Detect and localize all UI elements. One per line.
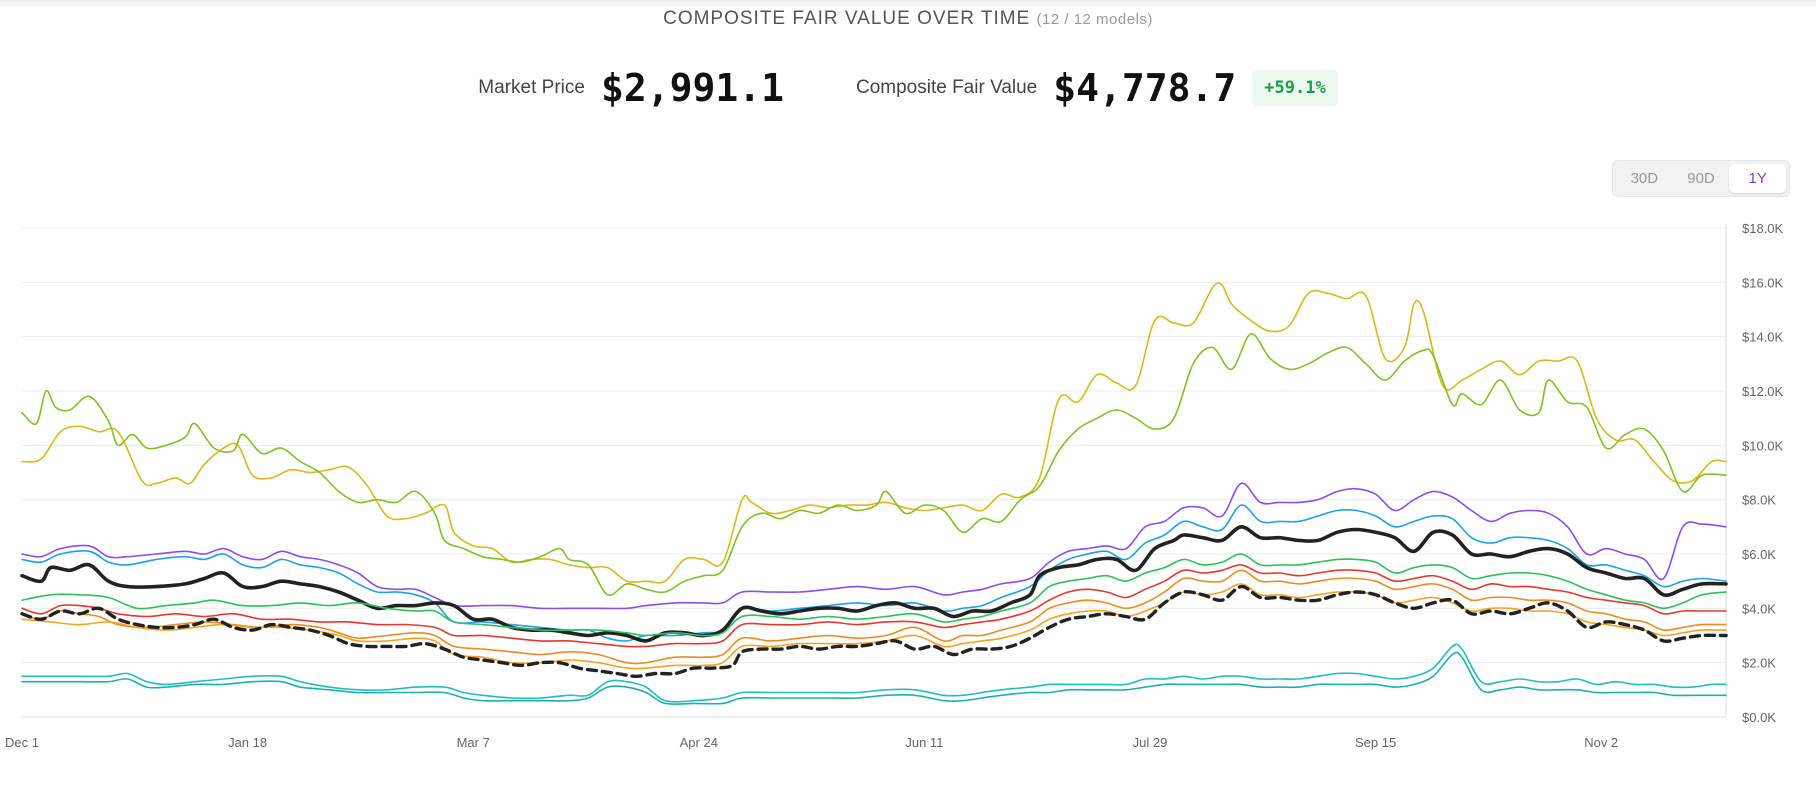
y-tick-label: $6.0K — [1742, 547, 1776, 562]
composite-fair-value-value: $4,778.7 — [1053, 66, 1237, 110]
series-line-model-lime — [21, 333, 1727, 597]
x-tick-label: Jan 18 — [228, 735, 267, 750]
y-tick-label: $0.0K — [1742, 710, 1776, 725]
range-1y-button[interactable]: 1Y — [1729, 164, 1787, 193]
x-tick-label: Apr 24 — [680, 735, 718, 750]
series-line-model-purple — [21, 482, 1727, 610]
series-line-model-orange — [21, 569, 1727, 665]
series-line-model-green — [21, 553, 1727, 637]
x-tick-label: Dec 1 — [5, 735, 39, 750]
x-tick-label: Jun 11 — [905, 735, 943, 750]
price-summary: Market Price $2,991.1 Composite Fair Val… — [0, 66, 1816, 110]
y-tick-label: $18.0K — [1742, 221, 1784, 236]
series-line-composite-fair-value — [20, 525, 1728, 643]
x-tick-label: Mar 7 — [457, 735, 490, 750]
change-badge: +59.1% — [1252, 70, 1338, 106]
y-axis: $0.0K $2.0K $4.0K $6.0K $8.0K $10.0K $12.0K $14… — [1742, 221, 1784, 725]
series-lines — [20, 282, 1728, 705]
series-line-model-amber — [21, 583, 1727, 670]
series-line-model-yellow — [21, 282, 1727, 584]
series-line-model-teal — [21, 651, 1727, 705]
series-line-market-price — [20, 584, 1728, 678]
x-tick-label: Jul 29 — [1133, 735, 1168, 750]
market-price-label: Market Price — [478, 77, 585, 98]
range-90d-button[interactable]: 90D — [1687, 170, 1715, 187]
x-tick-label: Nov 2 — [1584, 735, 1618, 750]
x-axis: Dec 1 Jan 18 Mar 7 Apr 24 Jun 11 Jul 29 Sep 15… — [5, 735, 1618, 750]
series-line-model-red — [21, 564, 1727, 648]
series-line-model-sky — [21, 504, 1727, 642]
y-tick-label: $10.0K — [1742, 438, 1784, 453]
y-tick-label: $2.0K — [1742, 656, 1776, 671]
range-30d-button[interactable]: 30D — [1630, 170, 1659, 187]
y-tick-label: $12.0K — [1742, 384, 1784, 399]
y-tick-label: $14.0K — [1742, 330, 1784, 345]
y-tick-label: $8.0K — [1742, 493, 1776, 508]
series-line-model-cyan — [21, 643, 1727, 703]
x-tick-label: Sep 15 — [1355, 735, 1396, 750]
top-shadow — [0, 0, 1816, 8]
composite-fair-value-label: Composite Fair Value — [855, 77, 1038, 98]
y-tick-label: $4.0K — [1742, 601, 1776, 616]
chart-header: COMPOSITE FAIR VALUE OVER TIME (12 / 12 … — [0, 8, 1816, 30]
chart-title: COMPOSITE FAIR VALUE OVER TIME — [663, 8, 1031, 29]
time-range-selector: 30D 90D 1Y — [1612, 160, 1790, 197]
y-tick-label: $16.0K — [1742, 275, 1784, 290]
market-price-value: $2,991.1 — [600, 66, 784, 110]
models-count: (12 / 12 models) — [1036, 11, 1153, 28]
